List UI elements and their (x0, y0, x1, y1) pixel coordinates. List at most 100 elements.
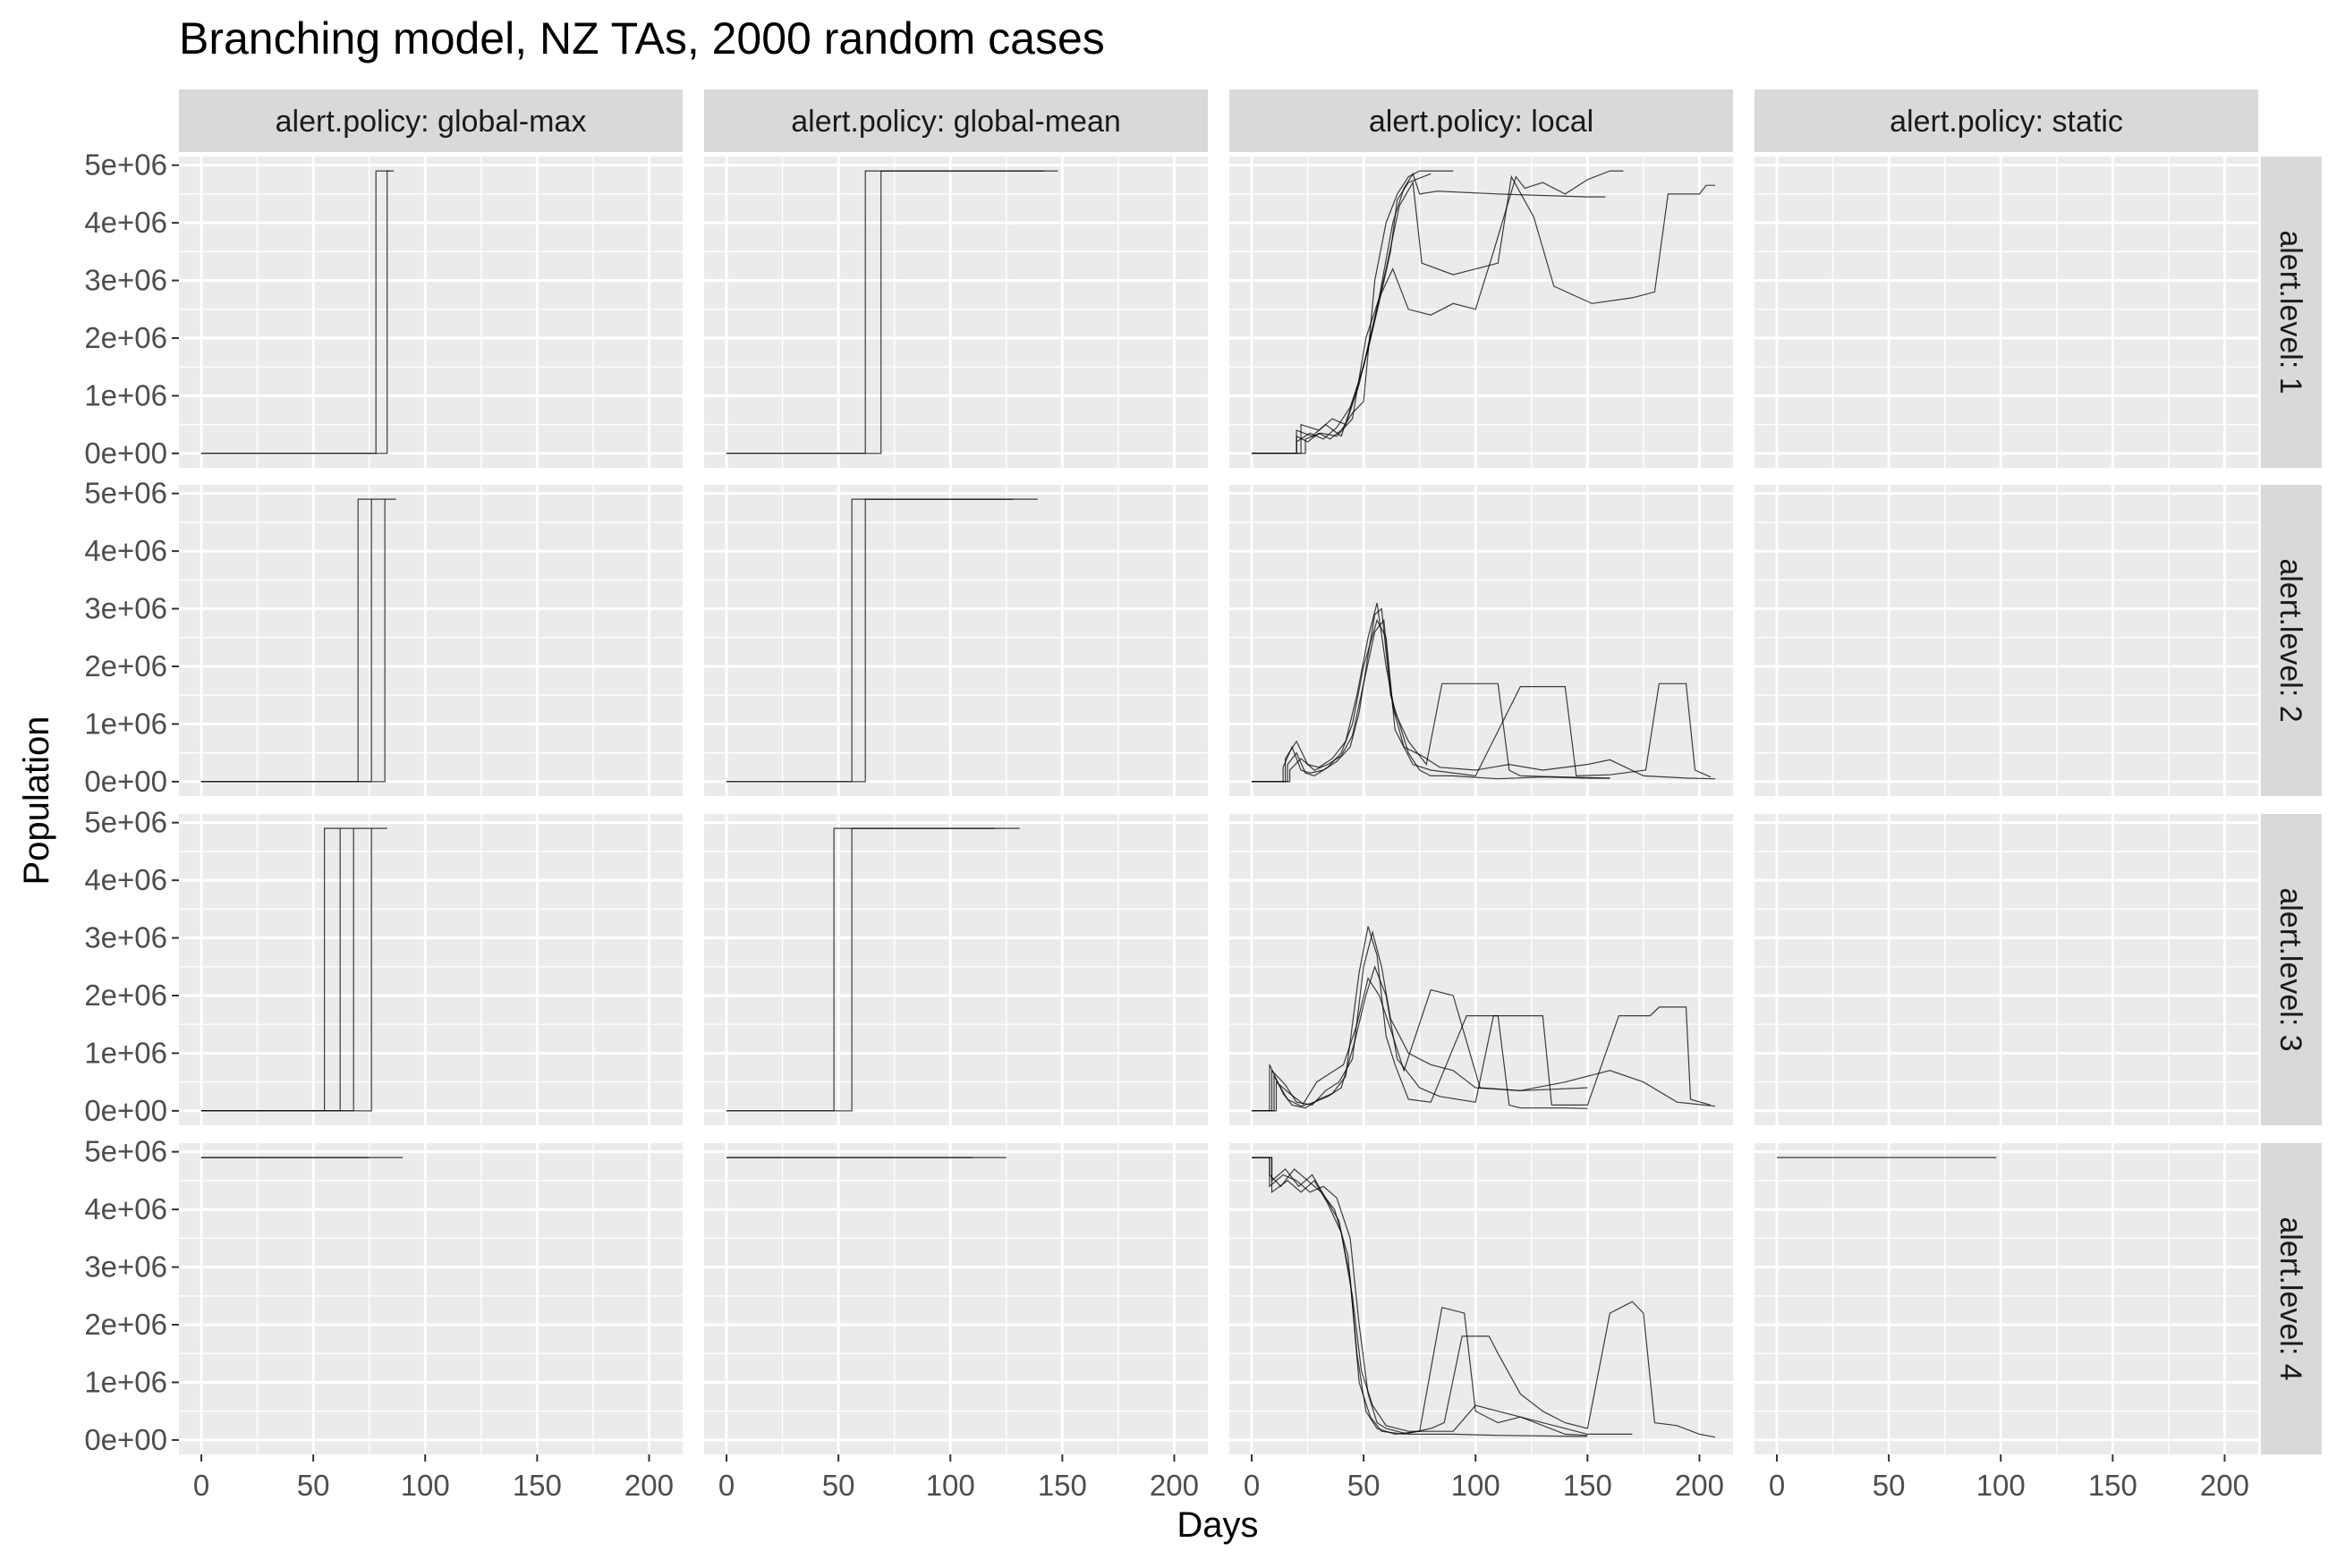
series-line (201, 170, 395, 454)
x-tick-label: 50 (1347, 1469, 1381, 1502)
series-line (201, 827, 387, 1112)
y-tick-label: 2e+06 (84, 321, 167, 354)
x-tick-label: 200 (1150, 1469, 1199, 1502)
y-tick-label: 0e+00 (84, 765, 167, 798)
series-line (1252, 602, 1610, 783)
panel-background (704, 485, 1208, 796)
series-line (726, 170, 1045, 454)
panel-background (1755, 1143, 2258, 1454)
y-tick-label: 3e+06 (84, 592, 167, 625)
series-line (1252, 929, 1588, 1112)
facet-panel (704, 157, 1208, 468)
series-line (1252, 1157, 1588, 1437)
y-tick-label: 3e+06 (84, 1250, 167, 1284)
y-axis-title: Population (17, 716, 56, 885)
y-tick-label: 2e+06 (84, 979, 167, 1012)
panel-background (1229, 485, 1733, 796)
facet-panel: 0 50 100 150 200 (704, 1143, 1208, 1502)
facet-panel (1755, 485, 2258, 796)
facet-strip-col-label: alert.policy: static (1890, 105, 2123, 139)
y-tick-label: 0e+00 (84, 436, 167, 470)
panel-background (179, 1143, 683, 1454)
x-tick-label: 100 (1451, 1469, 1500, 1502)
facet-panel: 0e+00 1e+06 2e+06 3e+06 4e+06 5e+06 (84, 148, 683, 470)
y-tick-label: 4e+06 (84, 206, 167, 239)
series-line (201, 498, 396, 783)
facet-strip-row-label: alert.level: 4 (2273, 1216, 2307, 1380)
x-tick-label: 50 (822, 1469, 855, 1502)
x-axis-title: Days (1177, 1505, 1258, 1545)
facet-strip-col-label: alert.policy: global-mean (791, 105, 1121, 139)
series-line (1252, 1157, 1716, 1438)
facet-strip-col (1755, 89, 2258, 152)
facet-strip-row (2261, 485, 2322, 796)
panel-background (179, 814, 683, 1125)
y-tick-label: 4e+06 (84, 863, 167, 896)
series-line (726, 827, 996, 1112)
series-line (1252, 170, 1454, 454)
x-tick-label: 0 (1769, 1469, 1785, 1502)
y-tick-label: 3e+06 (84, 921, 167, 954)
x-tick-label: 150 (1038, 1469, 1087, 1502)
x-tick-label: 150 (513, 1469, 562, 1502)
y-tick-label: 0e+00 (84, 1423, 167, 1456)
facet-strip-row (2261, 814, 2322, 1125)
x-tick-label: 100 (926, 1469, 975, 1502)
x-tick-label: 50 (297, 1469, 330, 1502)
x-tick-label: 100 (1976, 1469, 2026, 1502)
panel-background (179, 157, 683, 468)
facet-strip-col-label: alert.policy: local (1369, 105, 1593, 139)
facet-strip-col (704, 89, 1208, 152)
facet-panel: 0 50 100 150 200 (1755, 1143, 2258, 1502)
x-tick-label: 150 (1563, 1469, 1612, 1502)
facet-strip-row (2261, 157, 2322, 468)
x-tick-label: 200 (1675, 1469, 1724, 1502)
y-tick-label: 5e+06 (84, 806, 167, 839)
y-tick-label: 4e+06 (84, 534, 167, 567)
panel-background (1229, 814, 1733, 1125)
series-line (1252, 1157, 1588, 1437)
y-tick-label: 1e+06 (84, 378, 167, 411)
facet-strip-col (1229, 89, 1733, 152)
facet-panel (704, 485, 1208, 796)
chart-title: Branching model, NZ TAs, 2000 random cas… (179, 13, 1105, 64)
panel-background (1229, 157, 1733, 468)
y-tick-label: 1e+06 (84, 1365, 167, 1398)
facet-strip-col (179, 89, 683, 152)
series-line (726, 498, 1014, 783)
x-tick-label: 0 (1244, 1469, 1260, 1502)
x-tick-label: 100 (401, 1469, 450, 1502)
x-tick-label: 0 (193, 1469, 209, 1502)
x-tick-label: 50 (1873, 1469, 1906, 1502)
facet-panel (1229, 157, 1733, 468)
facet-strip-col-label: alert.policy: global-max (276, 105, 587, 139)
x-tick-label: 200 (624, 1469, 674, 1502)
y-tick-label: 4e+06 (84, 1192, 167, 1225)
series-line (1252, 173, 1432, 454)
facet-panel (1229, 485, 1733, 796)
panel-background (704, 157, 1208, 468)
y-tick-label: 2e+06 (84, 649, 167, 682)
y-tick-label: 5e+06 (84, 148, 167, 182)
x-tick-label: 200 (2200, 1469, 2249, 1502)
x-tick-label: 0 (718, 1469, 735, 1502)
series-line (1252, 977, 1716, 1112)
series-line (1252, 1157, 1633, 1435)
series-line (1252, 170, 1624, 454)
panel-background (1755, 157, 2258, 468)
facet-panel: 0 50 100 150 200 (1229, 1143, 1733, 1502)
series-line (1252, 618, 1712, 783)
y-tick-label: 5e+06 (84, 477, 167, 510)
panel-background (1755, 485, 2258, 796)
facet-panel (1229, 814, 1733, 1125)
facet-strip-row-label: alert.level: 3 (2273, 887, 2307, 1051)
series-line (1252, 174, 1715, 454)
facet-panel: 0e+00 1e+06 2e+06 3e+06 4e+06 5e+06 0 50 100 150 2… (84, 1135, 683, 1502)
facet-panel (1755, 814, 2258, 1125)
facet-panel (704, 814, 1208, 1125)
y-tick-label: 1e+06 (84, 707, 167, 740)
y-tick-label: 1e+06 (84, 1036, 167, 1069)
facet-strip-row-label: alert.level: 1 (2273, 230, 2307, 394)
panel-background (1229, 1143, 1733, 1454)
